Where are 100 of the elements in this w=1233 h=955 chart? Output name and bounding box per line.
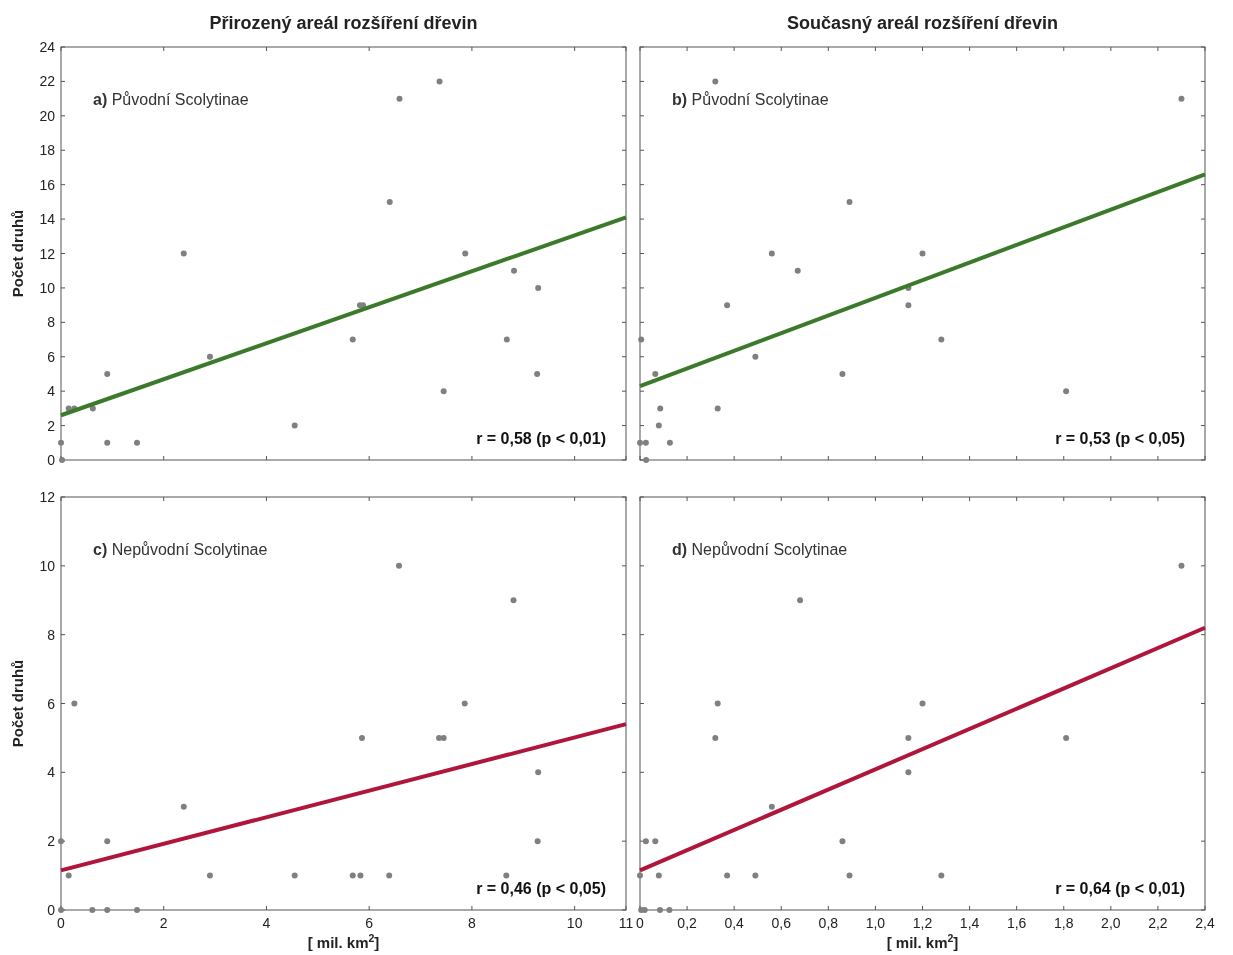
y-tick-label: 4 <box>47 383 56 400</box>
annotation: r = 0,53 (p < 0,05) <box>1055 430 1185 447</box>
point <box>180 250 187 257</box>
point <box>768 250 775 257</box>
y-tick-label: 2 <box>47 417 56 434</box>
point <box>712 734 719 741</box>
point <box>386 872 393 879</box>
point <box>357 872 364 879</box>
point <box>655 422 662 429</box>
x-axis-title: [ mil. km$^{2}$] <box>307 932 380 951</box>
y-tick-label: 12 <box>39 245 56 262</box>
point <box>1063 388 1070 395</box>
x-tick-label: 10 <box>566 915 583 931</box>
point <box>919 700 926 707</box>
point <box>714 405 721 412</box>
point <box>503 336 510 343</box>
point <box>291 872 298 879</box>
y-tick-label: 14 <box>39 211 56 228</box>
point <box>510 597 517 604</box>
point <box>180 803 187 810</box>
point <box>642 838 649 845</box>
point <box>846 198 853 205</box>
y-tick-label: 22 <box>39 73 56 90</box>
x-tick-label: 0,6 <box>771 915 792 931</box>
point <box>534 370 541 377</box>
point <box>358 734 365 741</box>
annotation: r = 0,46 (p < 0,05) <box>476 880 606 897</box>
x-tick-label: 11 <box>618 915 634 931</box>
point <box>905 734 912 741</box>
annotation: c) Nepůvodní Scolytinae <box>93 541 268 558</box>
y-tick-label: 10 <box>39 279 56 296</box>
point <box>938 872 945 879</box>
point <box>642 439 649 446</box>
x-tick-label: 1,4 <box>959 915 980 931</box>
point <box>724 302 731 309</box>
point <box>905 769 912 776</box>
point <box>461 700 468 707</box>
y-axis-title: Počet druhů <box>9 209 26 298</box>
point <box>794 267 801 274</box>
annotation: b) Původní Scolytinae <box>672 91 829 108</box>
point <box>511 267 518 274</box>
point <box>938 336 945 343</box>
x-tick-label: 0,8 <box>818 915 839 931</box>
point <box>360 302 367 309</box>
point <box>637 439 643 446</box>
point <box>206 872 213 879</box>
y-tick-label: 8 <box>47 626 56 643</box>
point <box>768 803 775 810</box>
y-tick-label: 6 <box>47 695 56 712</box>
point <box>206 353 213 360</box>
y-tick-label: 0 <box>47 452 56 468</box>
point <box>905 302 912 309</box>
point <box>666 907 673 913</box>
point <box>503 872 510 879</box>
point <box>652 838 659 845</box>
annotation: r = 0,58 (p < 0,01) <box>476 430 606 447</box>
point <box>104 370 111 377</box>
x-tick-label: 0 <box>636 915 645 931</box>
point <box>65 872 72 879</box>
point <box>1063 734 1070 741</box>
point <box>462 250 469 257</box>
y-tick-label: 24 <box>39 39 56 55</box>
point <box>71 700 78 707</box>
point <box>386 198 393 205</box>
point <box>349 336 356 343</box>
x-axis-title: [ mil. km$^{2}$] <box>886 932 959 951</box>
point <box>637 872 643 879</box>
x-tick-label: 0,2 <box>677 915 698 931</box>
x-tick-label: 1,6 <box>1006 915 1027 931</box>
point <box>104 907 111 913</box>
point <box>396 95 403 102</box>
point <box>440 388 447 395</box>
annotation: a) Původní Scolytinae <box>93 91 249 108</box>
point <box>655 872 662 879</box>
x-tick-label: 1,8 <box>1054 915 1074 931</box>
point <box>291 422 298 429</box>
point <box>436 78 443 85</box>
point <box>752 872 759 879</box>
point <box>58 439 64 446</box>
point <box>134 439 141 446</box>
point <box>846 872 853 879</box>
point <box>1178 95 1185 102</box>
point <box>752 353 759 360</box>
y-tick-label: 18 <box>39 142 56 159</box>
point <box>638 336 645 343</box>
point <box>134 907 141 913</box>
point <box>1178 562 1185 569</box>
point <box>839 370 846 377</box>
point <box>349 872 356 879</box>
point <box>535 284 542 291</box>
y-tick-label: 4 <box>47 764 56 781</box>
x-tick-label: 4 <box>262 915 271 931</box>
point <box>666 439 673 446</box>
y-tick-label: 6 <box>47 348 56 365</box>
annotation: r = 0,64 (p < 0,01) <box>1055 880 1185 897</box>
x-tick-label: 2 <box>159 915 168 931</box>
x-tick-label: 0 <box>57 915 66 931</box>
point <box>657 907 664 913</box>
x-tick-label: 1,0 <box>865 915 886 931</box>
point <box>104 838 111 845</box>
